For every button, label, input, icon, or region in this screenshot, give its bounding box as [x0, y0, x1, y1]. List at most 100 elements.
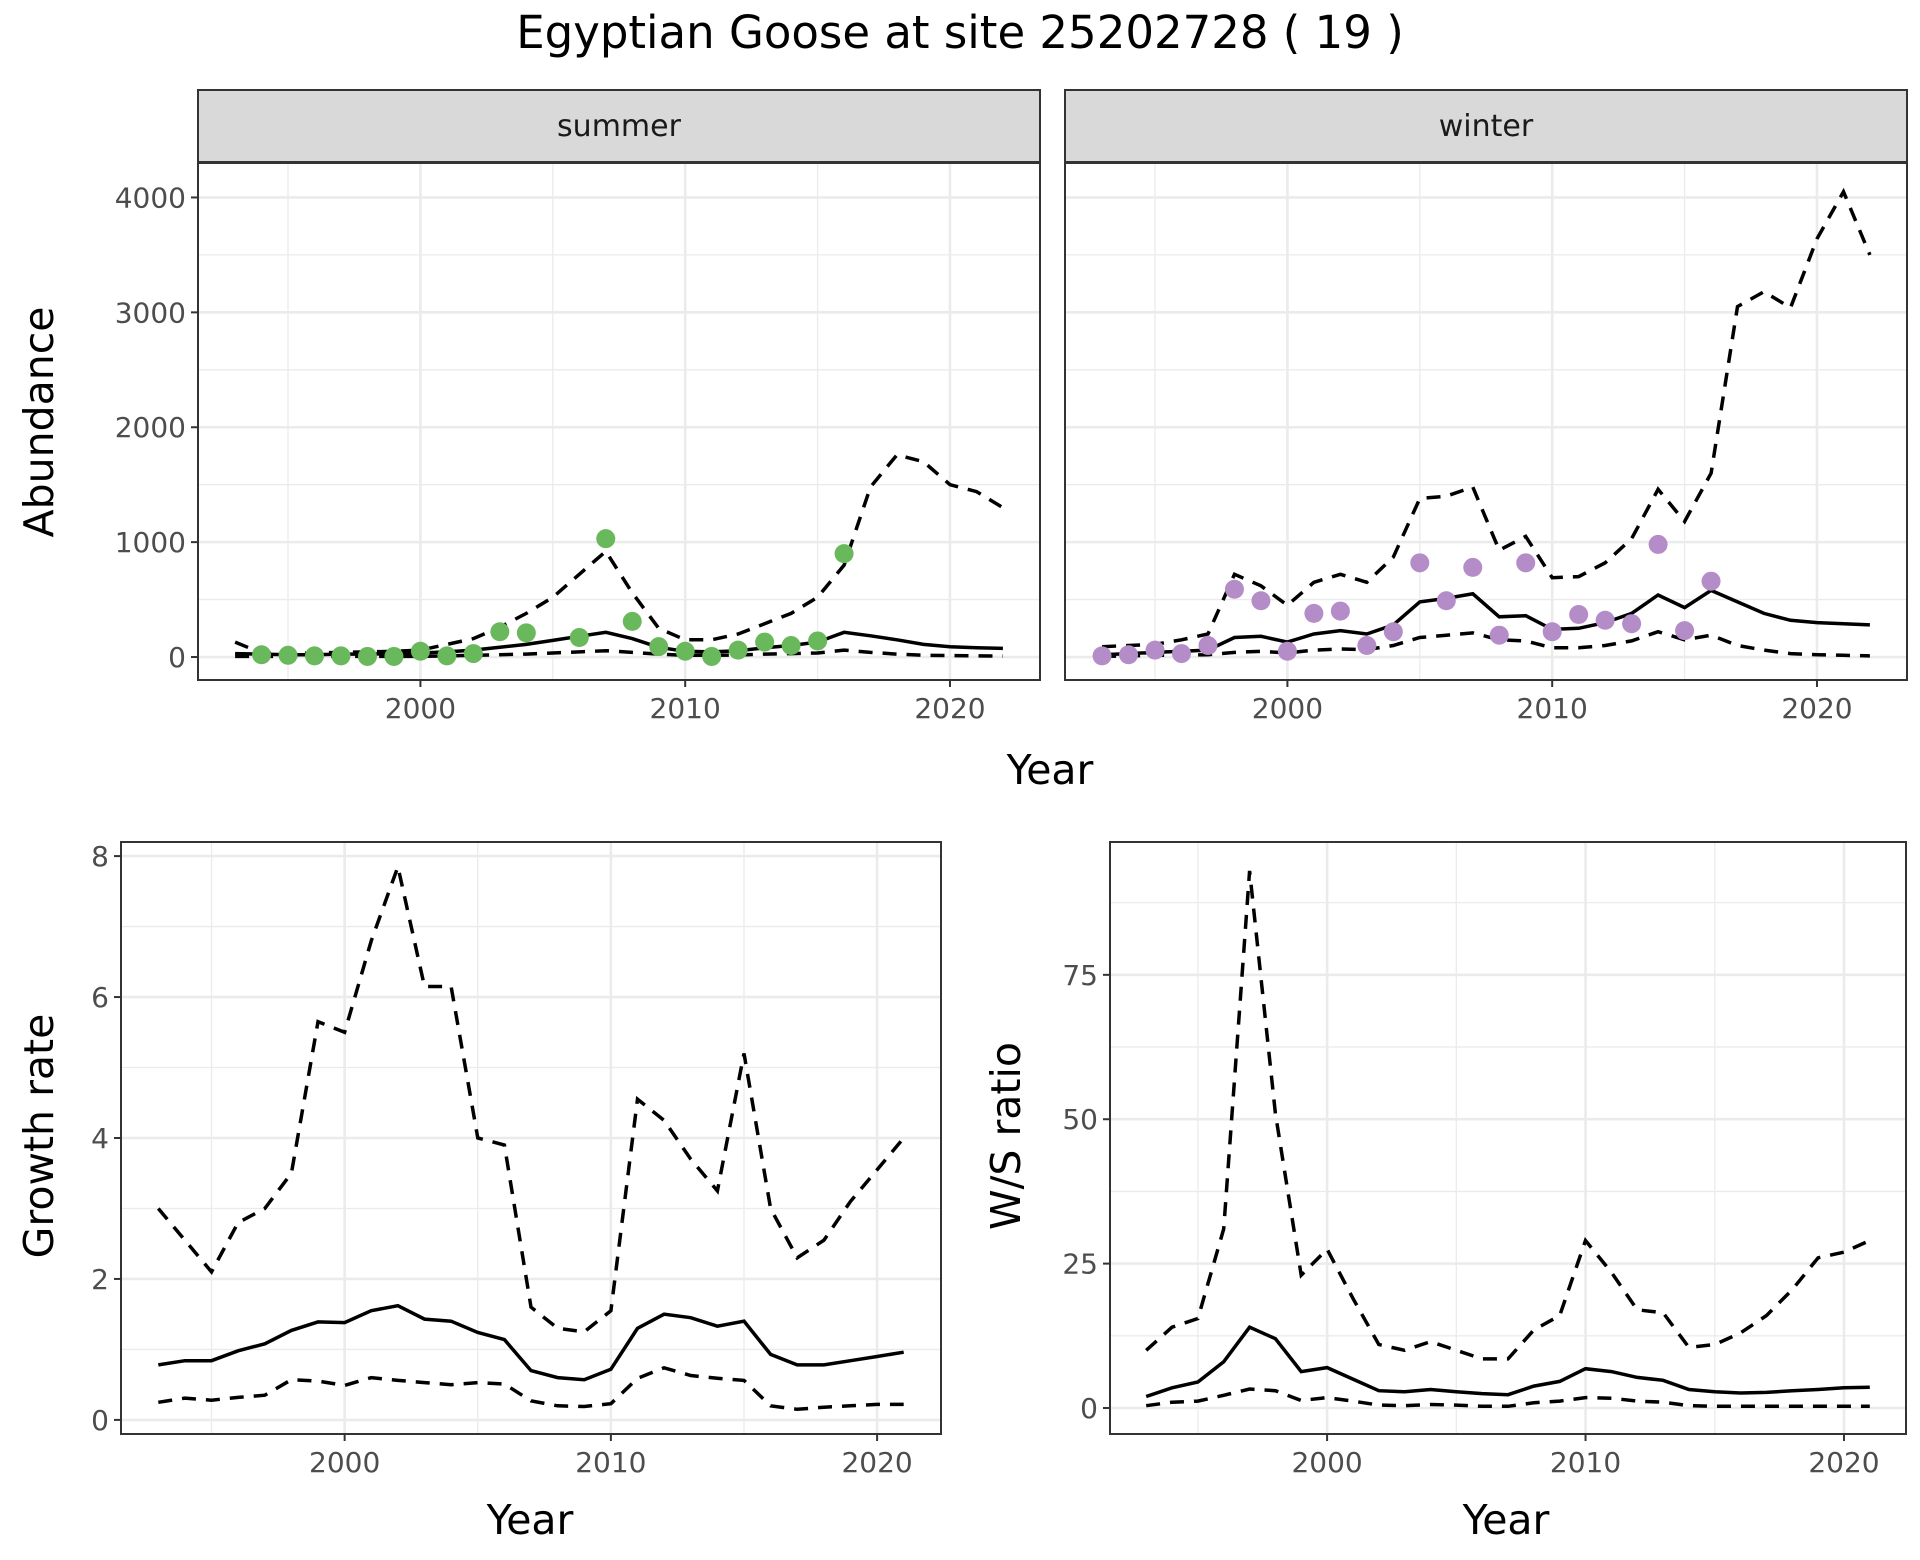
x-tick-label: 2020	[1781, 692, 1852, 725]
summer-observed-point	[702, 646, 722, 666]
y-tick-label: 2	[91, 1263, 109, 1296]
x-tick-label: 2010	[1517, 692, 1588, 725]
top-year-axis-title: Year	[1006, 746, 1094, 794]
abundance-axis-title: Abundance	[15, 307, 63, 538]
winter-observed-point	[1595, 610, 1615, 630]
y-tick-label: 8	[91, 840, 109, 873]
ws-ratio-panel: 0 25 50 75 2000 2010 2020	[1062, 841, 1907, 1479]
ratio-year-axis-title: Year	[1462, 1496, 1550, 1544]
summer-observed-point	[728, 640, 748, 660]
x-tick-label: 2000	[1291, 1446, 1362, 1479]
winter-observed-point	[1092, 646, 1112, 666]
winter-lower-line	[1102, 629, 1870, 659]
winter-observed-point	[1224, 579, 1244, 599]
x-tick-label: 2000	[385, 692, 456, 725]
summer-observed-point	[490, 622, 510, 642]
winter-observed-point	[1277, 641, 1297, 661]
x-tick-label: 2010	[575, 1446, 646, 1479]
summer-observed-point	[569, 627, 589, 647]
winter-observed-point	[1542, 622, 1562, 642]
summer-panel: summer 0 1000 2000 3000 4000 2000 2010 2020	[115, 89, 1041, 725]
winter-observed-point	[1489, 625, 1509, 645]
summer-observed-point	[649, 637, 669, 657]
summer-observed-point	[622, 611, 642, 631]
winter-panel: winter 2000 2010 2020	[1064, 89, 1908, 725]
summer-observed-point	[384, 646, 404, 666]
winter-observed-point	[1330, 601, 1350, 621]
x-tick-label: 2000	[309, 1446, 380, 1479]
y-tick-label: 0	[168, 641, 186, 674]
winter-observed-point	[1675, 621, 1695, 641]
winter-observed-point	[1569, 605, 1589, 625]
summer-observed-point	[596, 529, 616, 549]
summer-strip	[197, 89, 1041, 163]
growth-upper-line	[156, 860, 906, 1334]
growth-lower-line	[158, 1365, 904, 1412]
winter-observed-point	[1251, 591, 1271, 611]
winter-observed-point	[1622, 614, 1642, 634]
ratio-mean-line	[1145, 1325, 1870, 1399]
summer-strip-label: summer	[557, 109, 682, 144]
winter-strip	[1064, 89, 1908, 163]
summer-observed-point	[278, 645, 298, 665]
y-tick-label: 2000	[115, 411, 186, 444]
summer-observed-point	[331, 646, 351, 666]
y-tick-label: 3000	[115, 296, 186, 329]
x-tick-label: 2010	[650, 692, 721, 725]
growth-mean-line	[158, 1303, 904, 1382]
summer-observed-point	[410, 641, 430, 661]
winter-observed-point	[1198, 636, 1218, 656]
summer-observed-point	[305, 646, 325, 666]
y-tick-label: 25	[1062, 1248, 1098, 1281]
winter-observed-point	[1172, 644, 1192, 664]
summer-observed-point	[516, 623, 536, 643]
y-tick-label: 1000	[115, 526, 186, 559]
summer-observed-point	[675, 641, 695, 661]
x-tick-label: 2000	[1252, 692, 1323, 725]
ratio-lower-line	[1145, 1387, 1870, 1409]
y-tick-label: 50	[1062, 1103, 1098, 1136]
summer-observed-point	[781, 636, 801, 656]
winter-observed-point	[1463, 557, 1483, 577]
y-tick-label: 0	[91, 1404, 109, 1437]
winter-observed-point	[1701, 571, 1721, 591]
chart-title: Egyptian Goose at site 25202728 ( 19 )	[516, 6, 1404, 59]
x-tick-label: 2010	[1550, 1446, 1621, 1479]
x-tick-label: 2020	[1808, 1446, 1879, 1479]
y-tick-label: 6	[91, 981, 109, 1014]
winter-strip-label: winter	[1439, 109, 1534, 144]
summer-observed-point	[755, 632, 775, 652]
winter-panel-border	[1064, 162, 1908, 681]
winter-observed-point	[1383, 622, 1403, 642]
x-tick-label: 2020	[841, 1446, 912, 1479]
summer-observed-point	[834, 544, 854, 564]
winter-upper-line	[1102, 187, 1872, 649]
summer-observed-point	[437, 646, 457, 666]
winter-observed-point	[1145, 640, 1165, 660]
summer-observed-point	[463, 644, 483, 664]
y-tick-label: 75	[1062, 959, 1098, 992]
ratio-axis-title: W/S ratio	[982, 1042, 1030, 1230]
winter-observed-point	[1119, 645, 1139, 665]
winter-observed-point	[1516, 553, 1536, 573]
ratio-panel-border	[1109, 841, 1907, 1435]
summer-observed-point	[252, 645, 272, 665]
winter-observed-point	[1410, 553, 1430, 573]
summer-observed-point	[808, 631, 828, 651]
x-tick-label: 2020	[914, 692, 985, 725]
growth-year-axis-title: Year	[486, 1496, 574, 1544]
summer-observed-point	[357, 646, 377, 666]
y-tick-label: 4	[91, 1122, 109, 1155]
y-tick-label: 4000	[115, 181, 186, 214]
winter-observed-point	[1304, 603, 1324, 623]
winter-mean-line	[1102, 588, 1870, 657]
growth-axis-title: Growth rate	[15, 1014, 63, 1259]
winter-observed-point	[1436, 591, 1456, 611]
winter-observed-point	[1648, 534, 1668, 554]
summer-panel-border	[197, 162, 1041, 681]
growth-rate-panel: 0 2 4 6 8 2000 2010 2020	[91, 840, 942, 1479]
y-tick-label: 0	[1080, 1392, 1098, 1425]
winter-observed-point	[1357, 636, 1377, 656]
ratio-upper-line	[1145, 870, 1871, 1361]
